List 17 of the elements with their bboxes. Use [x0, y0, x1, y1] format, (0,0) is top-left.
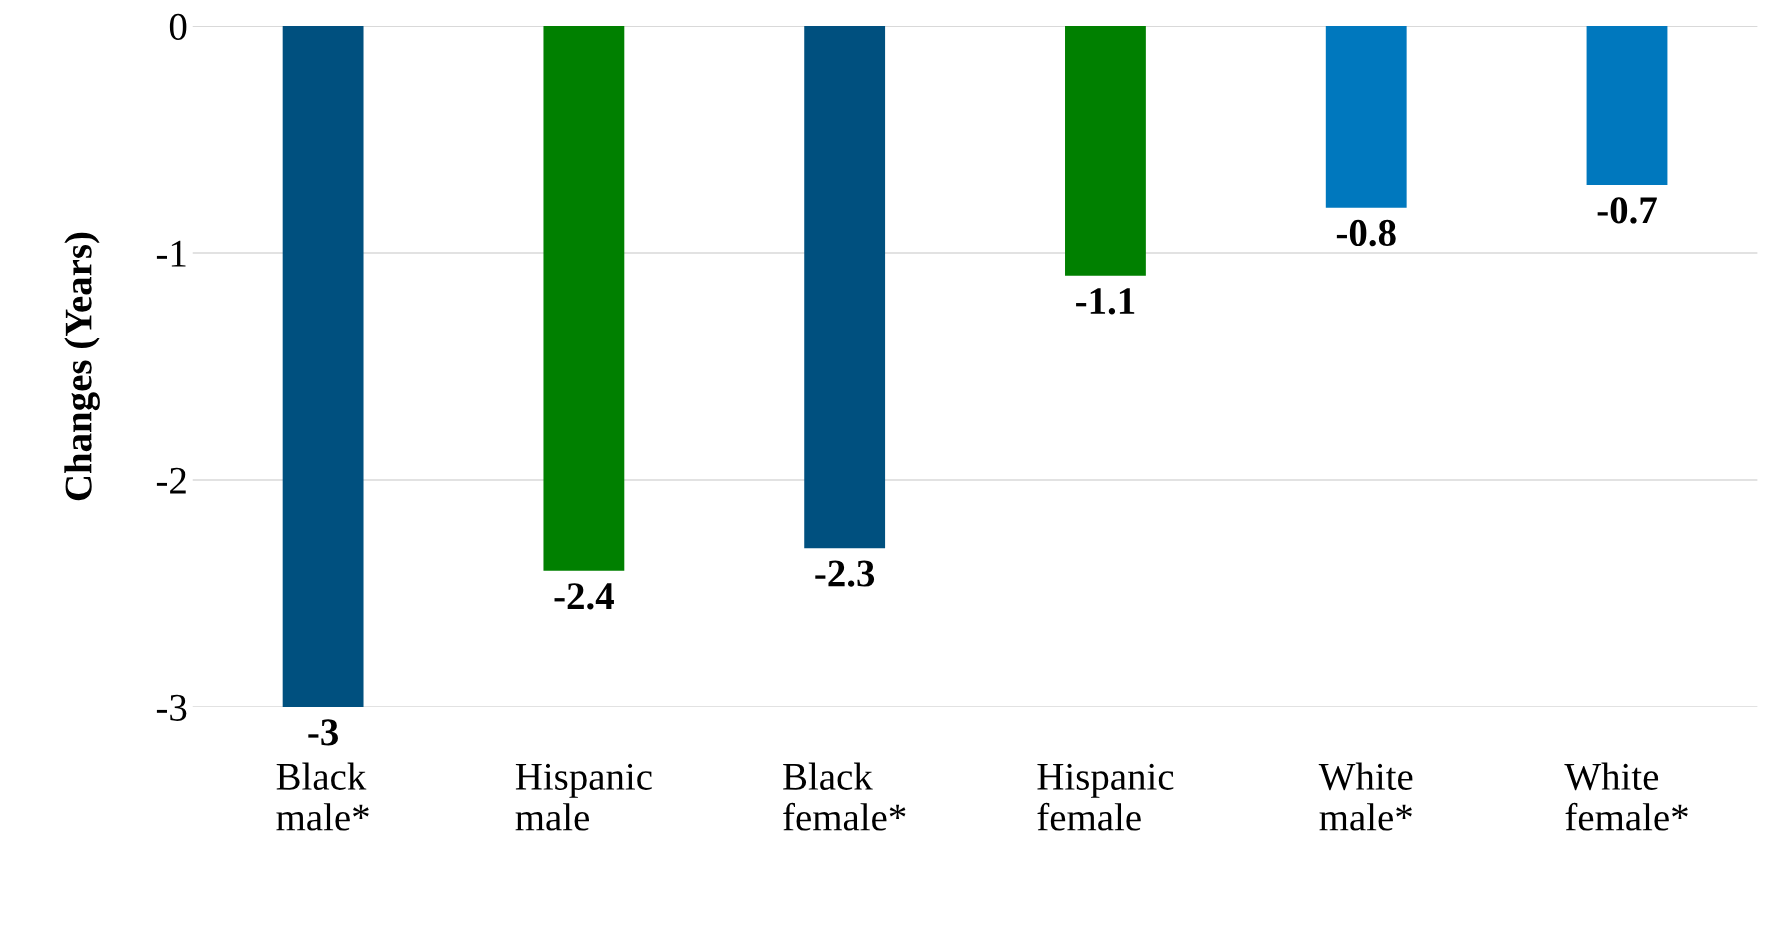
data-label: -3 [308, 719, 338, 746]
y-tick-label: -1 [156, 240, 186, 267]
data-label: -0.8 [1336, 219, 1396, 247]
data-label: -2.4 [554, 583, 614, 610]
data-label: -1.1 [1076, 288, 1135, 315]
x-tick-label: Hispanic male [515, 763, 652, 831]
x-tick-label: White male* [1318, 762, 1413, 831]
y-tick-label: 0 [169, 13, 187, 40]
x-tick-label: Hispanic female [1037, 763, 1174, 831]
y-axis-title: Changes (Years) [64, 232, 100, 501]
data-label: -0.7 [1597, 197, 1657, 224]
y-tick-label: -3 [156, 694, 187, 721]
x-tick-label: White female* [1564, 762, 1688, 831]
x-tick-label: Black female* [783, 762, 906, 831]
x-tick-label: Black male* [276, 762, 369, 831]
data-label: -2.3 [815, 560, 875, 587]
y-tick-label: -2 [156, 467, 186, 494]
